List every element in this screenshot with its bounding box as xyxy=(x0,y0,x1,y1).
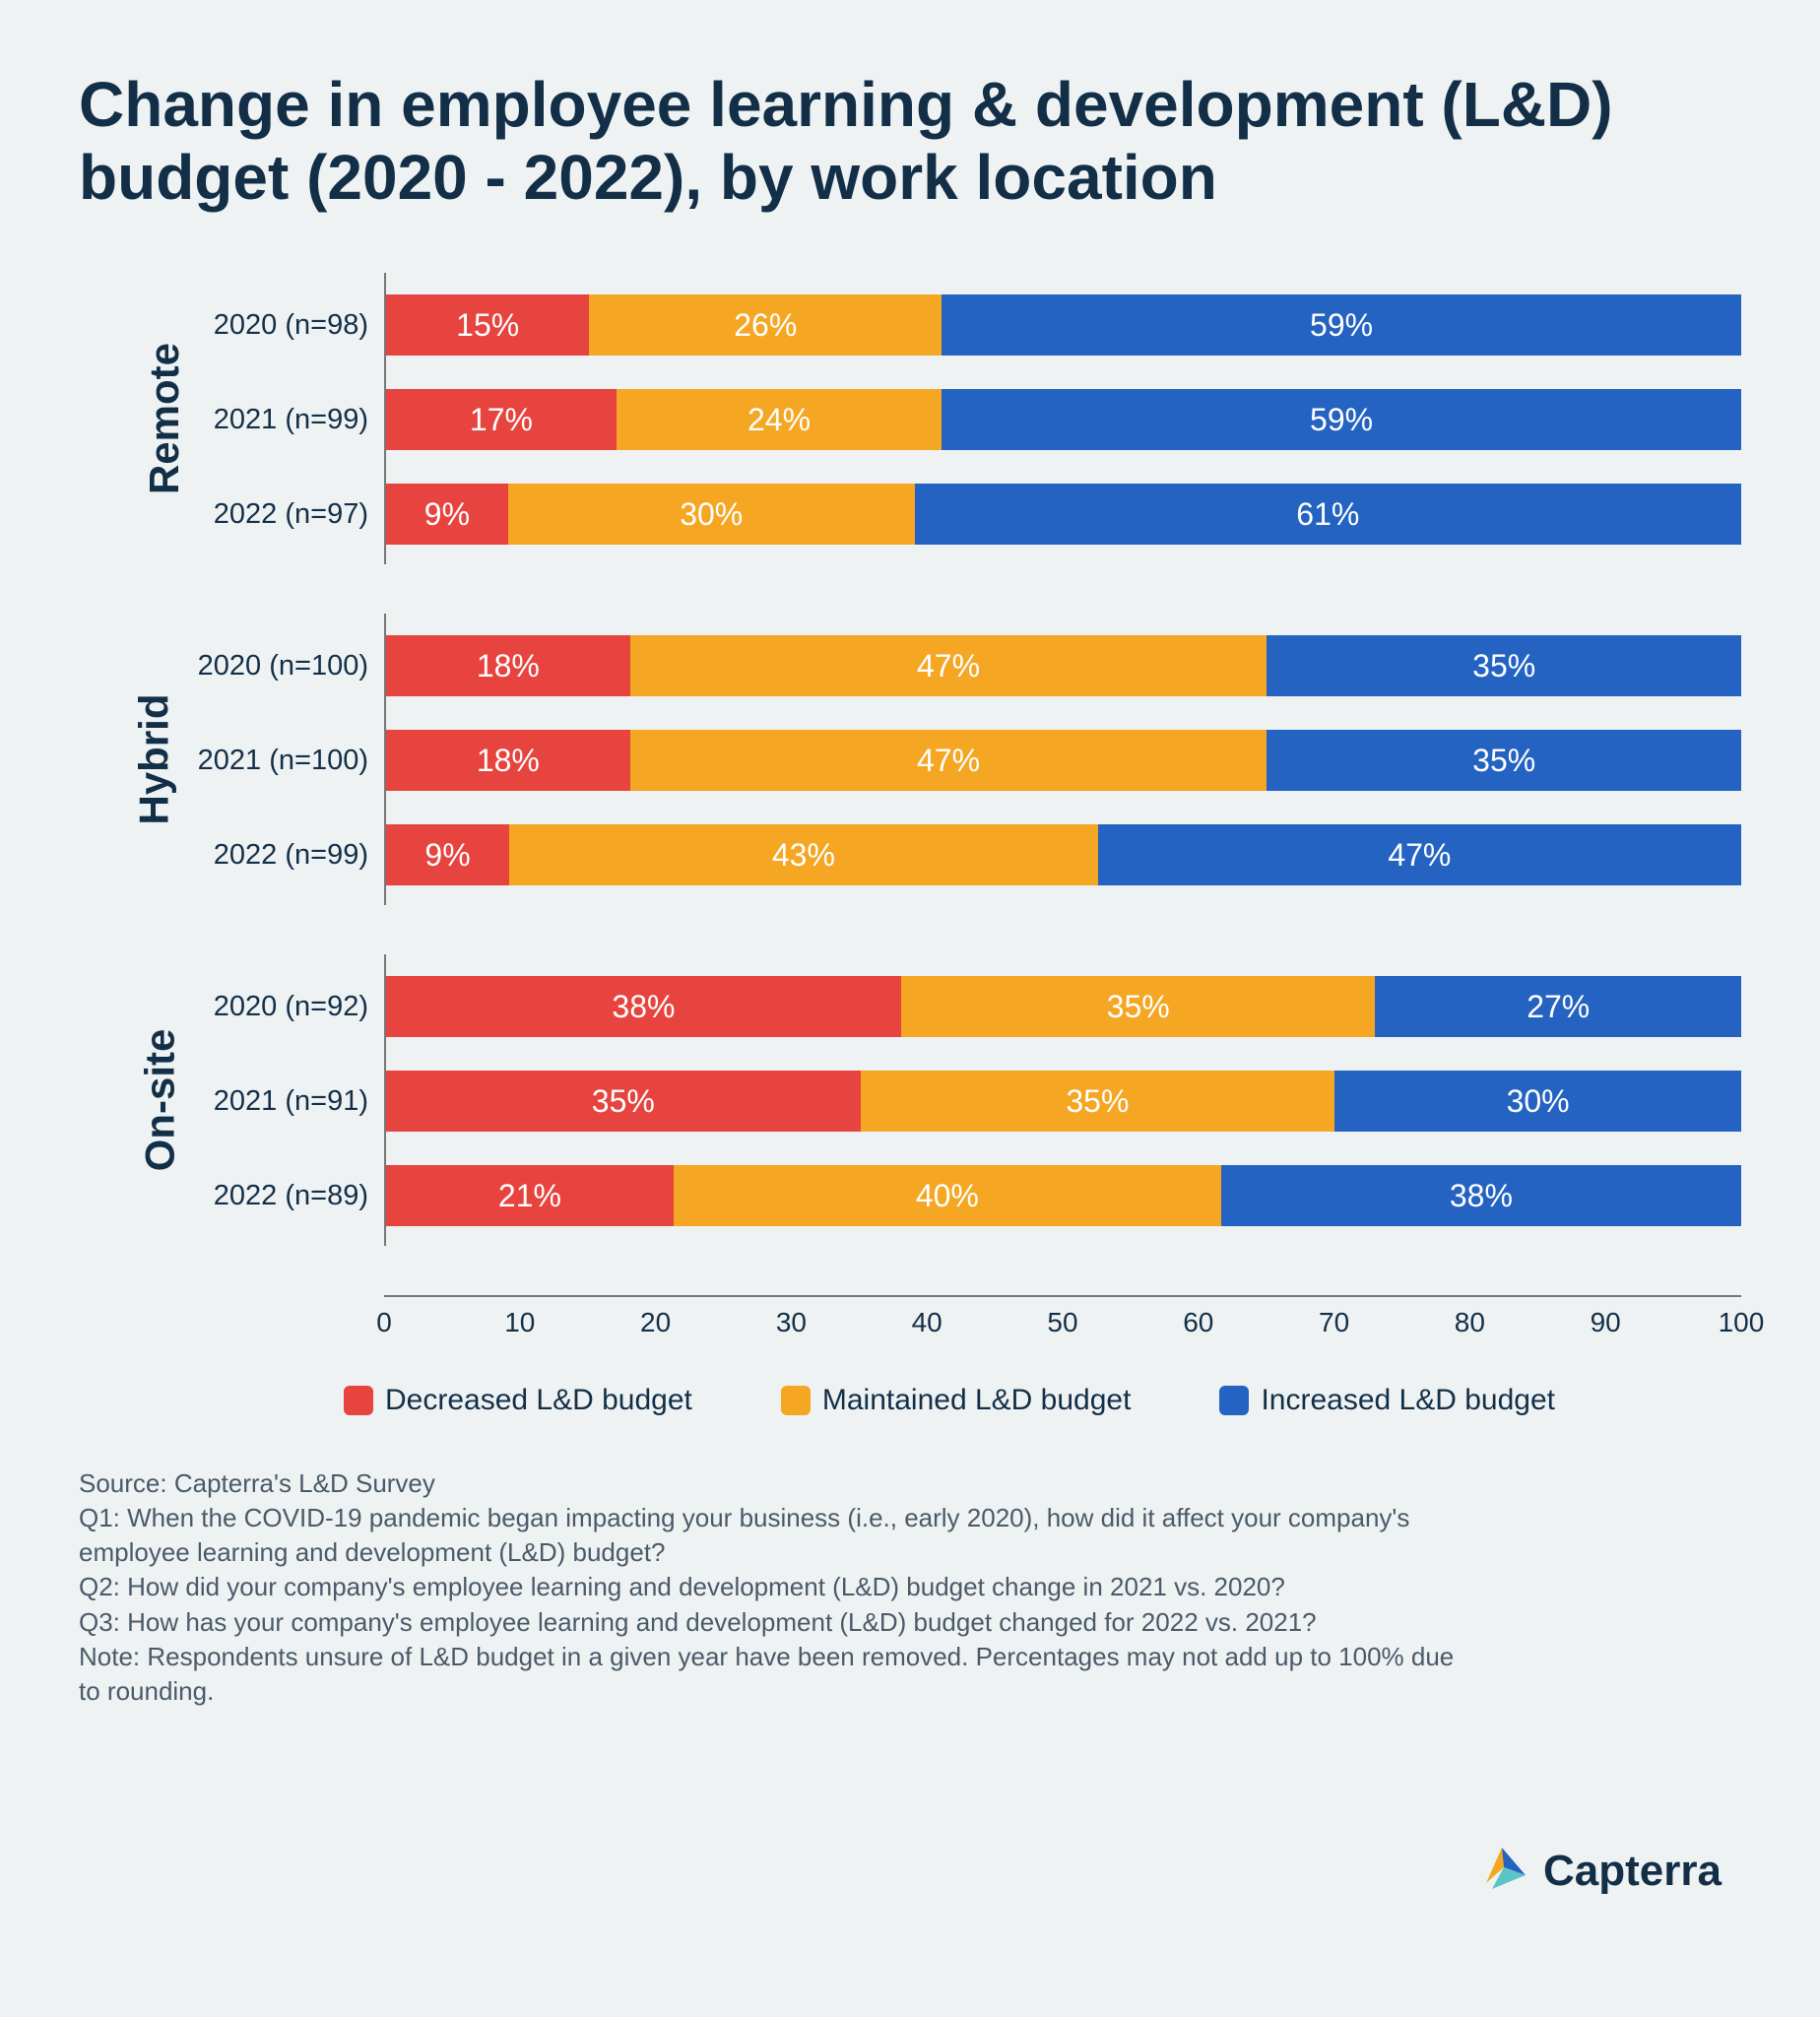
bar-segment: 35% xyxy=(901,976,1376,1037)
chart-group: Remote2020 (n=98)15%26%59%2021 (n=99)17%… xyxy=(158,273,1741,564)
footnote-line: Q3: How has your company's employee lear… xyxy=(79,1605,1458,1640)
bar-segment: 43% xyxy=(509,824,1098,885)
bars-region: 2020 (n=92)38%35%27% 2021 (n=91)35%35%30%… xyxy=(384,954,1741,1246)
row-label: 2021 (n=91) xyxy=(160,1085,386,1118)
row-label: 2022 (n=89) xyxy=(160,1180,386,1212)
footnote-line: Note: Respondents unsure of L&D budget i… xyxy=(79,1640,1458,1709)
bar-row: 2022 (n=97)9%30%61% xyxy=(386,484,1741,545)
legend-swatch xyxy=(344,1386,373,1415)
chart-group: Hybrid2020 (n=100)18%47%35%2021 (n=100)1… xyxy=(158,614,1741,905)
bar-row: 2021 (n=100)18%47%35% xyxy=(386,730,1741,791)
bar-row: 2021 (n=91)35%35%30% xyxy=(386,1071,1741,1132)
legend-swatch xyxy=(781,1386,811,1415)
bar-row: 2022 (n=89)21%40%38% xyxy=(386,1165,1741,1226)
bar-segment: 18% xyxy=(386,730,630,791)
bar-segment: 9% xyxy=(386,484,508,545)
row-label: 2021 (n=99) xyxy=(160,404,386,436)
bar-segment: 35% xyxy=(1267,635,1741,696)
bar-segment: 18% xyxy=(386,635,630,696)
legend-item: Increased L&D budget xyxy=(1219,1384,1555,1417)
stacked-bar: 18%47%35% xyxy=(386,635,1741,696)
bar-segment: 35% xyxy=(386,1071,861,1132)
bar-row: 2022 (n=99)9%43%47% xyxy=(386,824,1741,885)
chart-title: Change in employee learning & developmen… xyxy=(79,69,1741,214)
legend: Decreased L&D budget Maintained L&D budge… xyxy=(158,1384,1741,1417)
bars-region: 2020 (n=98)15%26%59% 2021 (n=99)17%24%59%… xyxy=(384,273,1741,564)
row-label: 2020 (n=100) xyxy=(160,650,386,683)
bar-row: 2021 (n=99)17%24%59% xyxy=(386,389,1741,450)
bar-segment: 24% xyxy=(617,389,942,450)
chart-area: Remote2020 (n=98)15%26%59%2021 (n=99)17%… xyxy=(79,273,1741,1417)
chart-group: On-site2020 (n=92)38%35%27%2021 (n=91)35… xyxy=(158,954,1741,1246)
bar-segment: 47% xyxy=(1098,824,1741,885)
stacked-bar: 9%43%47% xyxy=(386,824,1741,885)
bar-row: 2020 (n=92)38%35%27% xyxy=(386,976,1741,1037)
stacked-bar: 9%30%61% xyxy=(386,484,1741,545)
stacked-bar: 17%24%59% xyxy=(386,389,1741,450)
bar-segment: 30% xyxy=(508,484,915,545)
legend-label: Maintained L&D budget xyxy=(822,1384,1132,1417)
legend-label: Decreased L&D budget xyxy=(385,1384,692,1417)
bar-segment: 40% xyxy=(674,1165,1221,1226)
stacked-bar: 18%47%35% xyxy=(386,730,1741,791)
footnote-line: Q1: When the COVID-19 pandemic began imp… xyxy=(79,1501,1458,1570)
stacked-bar: 21%40%38% xyxy=(386,1165,1741,1226)
row-label: 2020 (n=92) xyxy=(160,991,386,1023)
row-label: 2022 (n=99) xyxy=(160,839,386,872)
bar-segment: 35% xyxy=(861,1071,1335,1132)
row-label: 2022 (n=97) xyxy=(160,498,386,531)
legend-swatch xyxy=(1219,1386,1249,1415)
bars-region: 2020 (n=100)18%47%35% 2021 (n=100)18%47%3… xyxy=(384,614,1741,905)
legend-label: Increased L&D budget xyxy=(1261,1384,1555,1417)
bar-segment: 9% xyxy=(386,824,509,885)
row-label: 2020 (n=98) xyxy=(160,309,386,342)
stacked-bar: 38%35%27% xyxy=(386,976,1741,1037)
bar-segment: 21% xyxy=(386,1165,674,1226)
bar-row: 2020 (n=100)18%47%35% xyxy=(386,635,1741,696)
bar-segment: 35% xyxy=(1267,730,1741,791)
footnotes: Source: Capterra's L&D SurveyQ1: When th… xyxy=(79,1466,1458,1709)
bar-segment: 27% xyxy=(1375,976,1741,1037)
capterra-logo-text: Capterra xyxy=(1543,1847,1722,1896)
bar-segment: 38% xyxy=(386,976,901,1037)
bar-segment: 59% xyxy=(942,389,1741,450)
bar-segment: 47% xyxy=(630,635,1268,696)
x-axis: 0102030405060708090100 xyxy=(384,1295,1741,1344)
bar-segment: 47% xyxy=(630,730,1268,791)
footnote-line: Q2: How did your company's employee lear… xyxy=(79,1570,1458,1604)
bar-segment: 26% xyxy=(589,294,942,356)
bar-segment: 61% xyxy=(915,484,1741,545)
bar-segment: 30% xyxy=(1334,1071,1741,1132)
legend-item: Maintained L&D budget xyxy=(781,1384,1132,1417)
stacked-bar: 35%35%30% xyxy=(386,1071,1741,1132)
infographic-canvas: Change in employee learning & developmen… xyxy=(0,0,1820,2017)
stacked-bar: 15%26%59% xyxy=(386,294,1741,356)
capterra-logo: Capterra xyxy=(1474,1844,1722,1899)
bar-segment: 59% xyxy=(942,294,1741,356)
capterra-logo-icon xyxy=(1474,1844,1529,1899)
bar-segment: 38% xyxy=(1221,1165,1741,1226)
legend-item: Decreased L&D budget xyxy=(344,1384,692,1417)
bar-segment: 15% xyxy=(386,294,589,356)
bar-row: 2020 (n=98)15%26%59% xyxy=(386,294,1741,356)
row-label: 2021 (n=100) xyxy=(160,745,386,777)
bar-segment: 17% xyxy=(386,389,617,450)
footnote-line: Source: Capterra's L&D Survey xyxy=(79,1466,1458,1501)
